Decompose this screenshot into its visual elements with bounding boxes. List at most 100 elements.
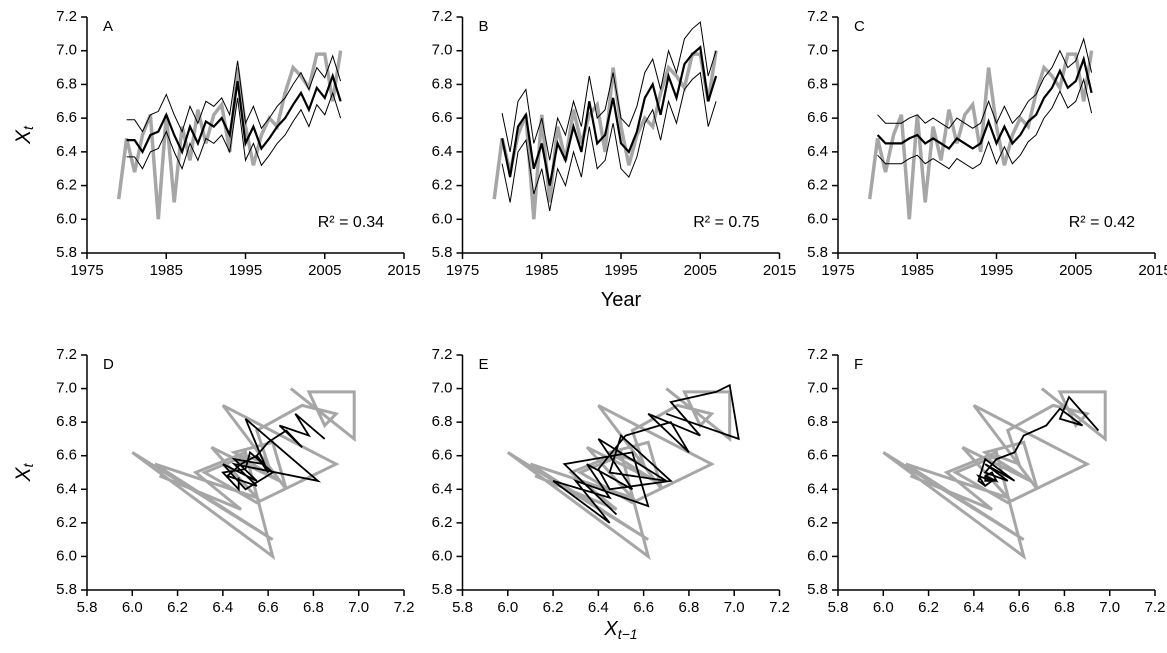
y-tick-label: 6.0 bbox=[807, 547, 828, 564]
y-tick-label: 6.2 bbox=[56, 177, 77, 194]
x-tick-label: 5.8 bbox=[452, 599, 473, 616]
y-tick-label: 6.6 bbox=[432, 109, 453, 126]
y-tick-label: 7.2 bbox=[56, 346, 77, 363]
y-tick-label: 7.2 bbox=[432, 346, 453, 363]
y-tick-label: 6.4 bbox=[807, 480, 828, 497]
panel-label: E bbox=[479, 356, 489, 373]
y-tick-label: 6.8 bbox=[807, 413, 828, 430]
y-tick-label: 6.4 bbox=[807, 143, 828, 160]
series-line bbox=[221, 413, 326, 492]
x-tick-label: 2005 bbox=[1059, 262, 1092, 279]
y-tick-label: 6.6 bbox=[56, 447, 77, 464]
y-tick-label: 6.0 bbox=[807, 210, 828, 227]
series-line bbox=[501, 21, 717, 161]
y-tick-label: 7.2 bbox=[432, 8, 453, 25]
series-line bbox=[552, 383, 740, 524]
y-tick-label: 7.2 bbox=[56, 8, 77, 25]
y-tick-label: 7.0 bbox=[432, 42, 453, 59]
series-line bbox=[501, 45, 718, 186]
y-axis-label-main: X bbox=[12, 129, 35, 145]
y-tick-label: 6.6 bbox=[432, 447, 453, 464]
x-tick-label: 1985 bbox=[150, 262, 183, 279]
x-axis-label: Xt−1 bbox=[603, 618, 637, 641]
y-tick-label: 7.0 bbox=[807, 42, 828, 59]
x-tick-label: 6.4 bbox=[212, 599, 233, 616]
x-tick-label: 7.0 bbox=[724, 599, 745, 616]
y-tick-label: 7.0 bbox=[807, 380, 828, 397]
x-tick-label: 6.4 bbox=[588, 599, 609, 616]
y-tick-label: 5.8 bbox=[807, 244, 828, 261]
x-axis-label-main: X bbox=[603, 618, 618, 640]
x-tick-label: 6.0 bbox=[497, 599, 518, 616]
x-tick-label: 1995 bbox=[604, 262, 637, 279]
x-tick-label: 7.0 bbox=[1099, 599, 1120, 616]
panel: 5.8 6.0 6.2 6.4 6.6 6.8 7.0 7.2 5.8 6.0 6.2 6.4 6.6 6… bbox=[12, 346, 415, 616]
y-tick-label: 6.4 bbox=[56, 143, 77, 160]
panel: 5.8 6.0 6.2 6.4 6.6 6.8 7.0 7.2 5.8 6.0 6.2 6.4 6.6 6… bbox=[807, 346, 1165, 616]
x-tick-label: 6.4 bbox=[963, 599, 984, 616]
panel: 5.8 6.0 6.2 6.4 6.6 6.8 7.0 7.2 1975 1985 1995 2005… bbox=[807, 8, 1167, 279]
y-tick-label: 6.2 bbox=[432, 177, 453, 194]
x-tick-label: 7.2 bbox=[1145, 599, 1166, 616]
series-line bbox=[976, 395, 1100, 488]
panel-label: C bbox=[854, 18, 865, 35]
series-line bbox=[877, 37, 1093, 129]
y-tick-label: 6.0 bbox=[432, 547, 453, 564]
y-tick-label: 6.2 bbox=[432, 514, 453, 531]
y-axis-label: Xt bbox=[12, 462, 36, 482]
y-tick-label: 7.2 bbox=[807, 8, 828, 25]
x-tick-label: 6.6 bbox=[258, 599, 279, 616]
panel-label: D bbox=[103, 356, 114, 373]
x-tick-label: 2015 bbox=[1138, 262, 1167, 279]
y-tick-label: 6.6 bbox=[807, 109, 828, 126]
y-tick-label: 6.8 bbox=[807, 75, 828, 92]
y-tick-label: 5.8 bbox=[432, 581, 453, 598]
y-tick-label: 5.8 bbox=[56, 581, 77, 598]
series-line bbox=[126, 91, 342, 171]
x-tick-label: 1995 bbox=[229, 262, 262, 279]
x-tick-label: 1995 bbox=[980, 262, 1013, 279]
x-tick-label: 5.8 bbox=[77, 599, 98, 616]
y-tick-label: 6.8 bbox=[432, 75, 453, 92]
series-line bbox=[877, 77, 1093, 170]
panel: 5.8 6.0 6.2 6.4 6.6 6.8 7.0 7.2 1975 1985 1995 2005… bbox=[12, 8, 421, 279]
series-line bbox=[131, 387, 356, 561]
series-line bbox=[506, 387, 732, 561]
x-axis-label-main: Year bbox=[601, 289, 642, 311]
y-tick-label: 6.4 bbox=[432, 143, 453, 160]
x-tick-label: 5.8 bbox=[828, 599, 849, 616]
x-tick-label: 1975 bbox=[70, 262, 103, 279]
x-tick-label: 6.8 bbox=[1054, 599, 1075, 616]
x-tick-label: 2015 bbox=[387, 262, 420, 279]
annotation: R² = 0.42 bbox=[1069, 214, 1135, 231]
x-axis-label: Year bbox=[601, 289, 642, 311]
x-tick-label: 6.2 bbox=[543, 599, 564, 616]
x-tick-label: 6.2 bbox=[167, 599, 188, 616]
x-tick-label: 7.2 bbox=[394, 599, 415, 616]
y-tick-label: 6.8 bbox=[56, 413, 77, 430]
y-tick-label: 6.2 bbox=[56, 514, 77, 531]
x-axis-label-sub: t−1 bbox=[618, 626, 638, 642]
y-tick-label: 6.2 bbox=[807, 177, 828, 194]
y-tick-label: 7.2 bbox=[807, 346, 828, 363]
x-tick-label: 2015 bbox=[763, 262, 796, 279]
y-tick-label: 6.4 bbox=[56, 480, 77, 497]
x-tick-label: 1975 bbox=[446, 262, 479, 279]
x-tick-label: 2005 bbox=[308, 262, 341, 279]
y-tick-label: 6.2 bbox=[807, 514, 828, 531]
x-tick-label: 2005 bbox=[684, 262, 717, 279]
series-line bbox=[882, 387, 1107, 561]
x-tick-label: 6.8 bbox=[678, 599, 699, 616]
x-tick-label: 1985 bbox=[525, 262, 558, 279]
panel-label: B bbox=[479, 18, 489, 35]
series-line bbox=[126, 54, 342, 133]
y-axis-label-main: X bbox=[12, 466, 35, 482]
annotation: R² = 0.34 bbox=[318, 214, 384, 231]
panel-label: F bbox=[854, 356, 863, 373]
series-line bbox=[501, 71, 717, 211]
y-tick-label: 6.8 bbox=[56, 75, 77, 92]
x-tick-label: 6.2 bbox=[918, 599, 939, 616]
x-tick-label: 1985 bbox=[901, 262, 934, 279]
x-tick-label: 1975 bbox=[821, 262, 854, 279]
